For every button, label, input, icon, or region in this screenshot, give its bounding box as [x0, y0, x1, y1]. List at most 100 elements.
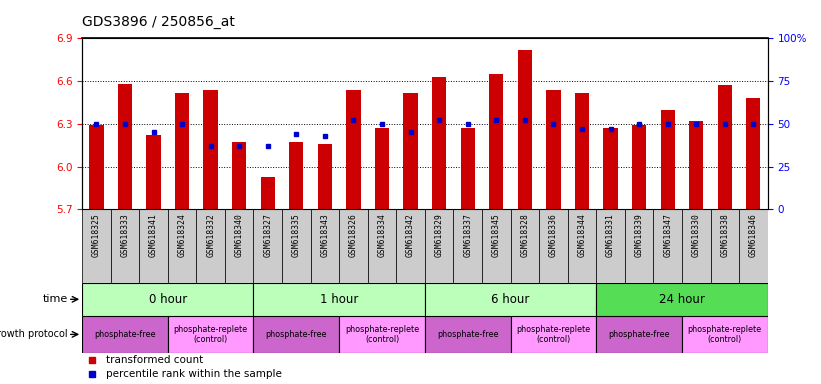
Bar — [511, 209, 539, 283]
Text: GSM618347: GSM618347 — [663, 213, 672, 257]
Bar — [539, 209, 567, 283]
Bar — [682, 316, 768, 353]
Bar — [739, 209, 768, 283]
Text: GSM618336: GSM618336 — [549, 213, 558, 257]
Bar — [397, 209, 425, 283]
Bar — [718, 85, 732, 209]
Bar — [461, 128, 475, 209]
Bar — [482, 209, 511, 283]
Text: GSM618331: GSM618331 — [606, 213, 615, 257]
Text: 24 hour: 24 hour — [659, 293, 705, 306]
Bar — [425, 209, 453, 283]
Bar — [596, 283, 768, 316]
Text: 6 hour: 6 hour — [492, 293, 530, 306]
Text: GSM618328: GSM618328 — [521, 213, 530, 257]
Bar — [339, 316, 425, 353]
Bar — [282, 209, 310, 283]
Text: GSM618339: GSM618339 — [635, 213, 644, 257]
Bar — [518, 50, 532, 209]
Text: phosphate-free: phosphate-free — [265, 330, 327, 339]
Bar — [425, 316, 511, 353]
Bar — [596, 316, 682, 353]
Text: GSM618343: GSM618343 — [320, 213, 329, 257]
Bar — [310, 209, 339, 283]
Bar — [289, 142, 304, 209]
Text: GDS3896 / 250856_at: GDS3896 / 250856_at — [82, 15, 235, 29]
Text: GSM618338: GSM618338 — [720, 213, 729, 257]
Bar — [625, 209, 654, 283]
Bar — [375, 128, 389, 209]
Bar — [425, 283, 596, 316]
Bar — [225, 209, 254, 283]
Text: transformed count: transformed count — [106, 355, 204, 366]
Text: percentile rank within the sample: percentile rank within the sample — [106, 369, 282, 379]
Text: GSM618326: GSM618326 — [349, 213, 358, 257]
Bar — [346, 90, 360, 209]
Text: GSM618325: GSM618325 — [92, 213, 101, 257]
Text: 1 hour: 1 hour — [320, 293, 358, 306]
Text: GSM618345: GSM618345 — [492, 213, 501, 257]
Bar — [196, 209, 225, 283]
Bar — [403, 93, 418, 209]
Bar — [167, 209, 196, 283]
Bar — [511, 316, 596, 353]
Bar — [654, 209, 682, 283]
Bar — [689, 121, 704, 209]
Text: GSM618334: GSM618334 — [378, 213, 387, 257]
Text: GSM618335: GSM618335 — [291, 213, 300, 257]
Bar — [368, 209, 397, 283]
Text: GSM618344: GSM618344 — [577, 213, 586, 257]
Bar — [746, 98, 760, 209]
Text: phosphate-free: phosphate-free — [94, 330, 156, 339]
Bar — [254, 283, 425, 316]
Bar — [82, 316, 167, 353]
Text: GSM618327: GSM618327 — [264, 213, 273, 257]
Bar — [432, 77, 447, 209]
Bar — [596, 209, 625, 283]
Bar — [254, 316, 339, 353]
Text: phosphate-replete
(control): phosphate-replete (control) — [516, 325, 590, 344]
Bar — [575, 93, 589, 209]
Text: GSM618337: GSM618337 — [463, 213, 472, 257]
Text: 0 hour: 0 hour — [149, 293, 187, 306]
Text: phosphate-free: phosphate-free — [608, 330, 670, 339]
Bar — [632, 125, 646, 209]
Text: phosphate-replete
(control): phosphate-replete (control) — [345, 325, 419, 344]
Bar — [318, 144, 332, 209]
Bar — [82, 283, 254, 316]
Bar — [146, 135, 161, 209]
Text: GSM618342: GSM618342 — [406, 213, 415, 257]
Bar — [489, 74, 503, 209]
Bar — [117, 84, 132, 209]
Bar — [710, 209, 739, 283]
Text: phosphate-replete
(control): phosphate-replete (control) — [688, 325, 762, 344]
Bar — [682, 209, 710, 283]
Bar — [567, 209, 596, 283]
Bar — [140, 209, 167, 283]
Text: phosphate-free: phosphate-free — [437, 330, 498, 339]
Bar — [111, 209, 140, 283]
Bar — [232, 142, 246, 209]
Bar — [546, 90, 561, 209]
Bar — [89, 125, 103, 209]
Text: GSM618330: GSM618330 — [692, 213, 701, 257]
Bar — [603, 128, 617, 209]
Text: growth protocol: growth protocol — [0, 329, 68, 339]
Bar — [82, 209, 111, 283]
Bar — [260, 177, 275, 209]
Bar — [339, 209, 368, 283]
Text: GSM618340: GSM618340 — [235, 213, 244, 257]
Bar — [204, 90, 218, 209]
Text: time: time — [43, 294, 68, 304]
Text: phosphate-replete
(control): phosphate-replete (control) — [173, 325, 248, 344]
Bar — [167, 316, 254, 353]
Text: GSM618332: GSM618332 — [206, 213, 215, 257]
Bar — [254, 209, 282, 283]
Text: GSM618346: GSM618346 — [749, 213, 758, 257]
Bar — [175, 93, 189, 209]
Text: GSM618333: GSM618333 — [121, 213, 130, 257]
Bar — [661, 109, 675, 209]
Text: GSM618324: GSM618324 — [177, 213, 186, 257]
Text: GSM618341: GSM618341 — [149, 213, 158, 257]
Text: GSM618329: GSM618329 — [434, 213, 443, 257]
